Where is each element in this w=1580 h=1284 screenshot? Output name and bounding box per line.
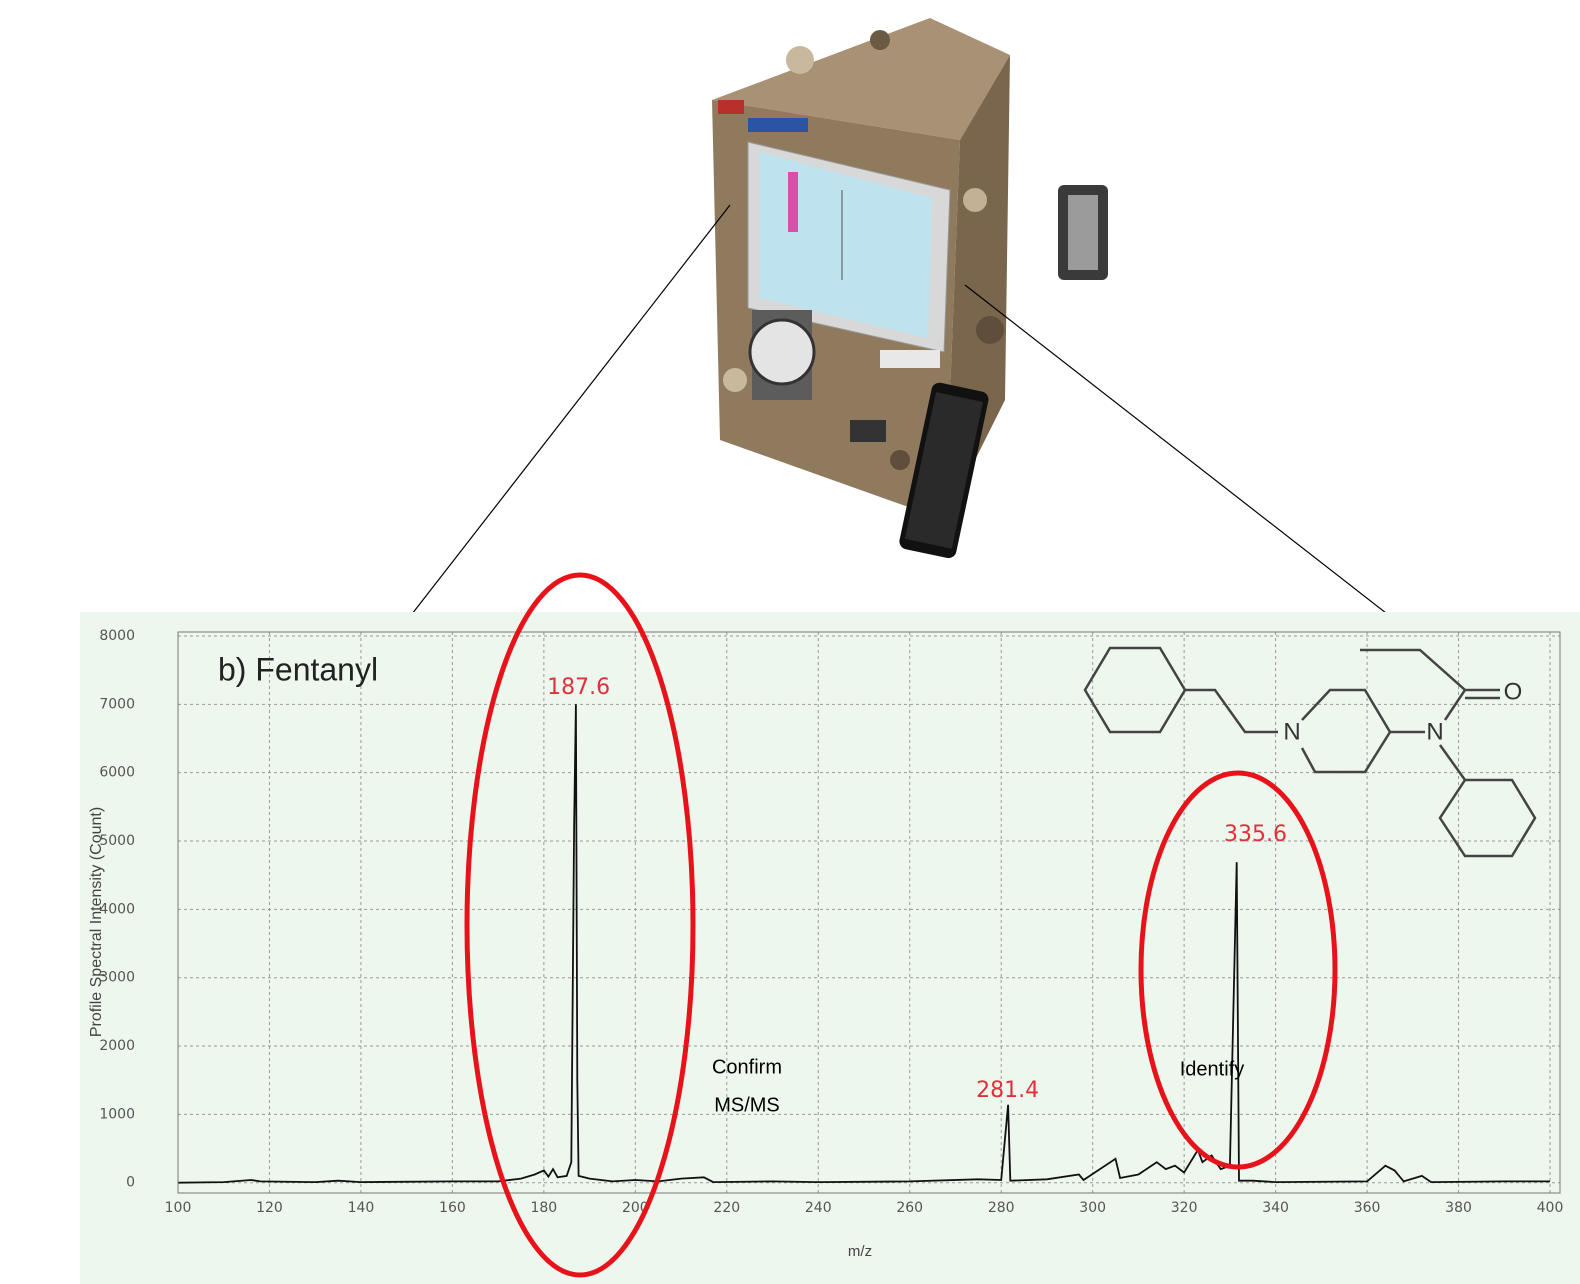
connector bbox=[397, 204, 731, 633]
y-tick-label: 6000 bbox=[99, 765, 135, 781]
x-tick-label: 340 bbox=[1262, 1200, 1289, 1216]
x-tick-label: 220 bbox=[713, 1200, 740, 1216]
atom-label: N bbox=[1283, 718, 1300, 745]
peak-label: 335.6 bbox=[1224, 822, 1287, 847]
y-tick-label: 1000 bbox=[99, 1106, 135, 1122]
x-tick-label: 160 bbox=[439, 1200, 466, 1216]
x-tick-label: 380 bbox=[1445, 1200, 1472, 1216]
atom-label: O bbox=[1504, 678, 1523, 705]
y-tick-label: 5000 bbox=[99, 833, 135, 849]
device-photo bbox=[712, 18, 1108, 559]
x-tick-label: 280 bbox=[988, 1200, 1015, 1216]
y-tick-label: 3000 bbox=[99, 970, 135, 986]
highlight-ellipse bbox=[1138, 770, 1338, 1170]
x-axis-label: m/z bbox=[848, 1243, 872, 1260]
x-tick-label: 120 bbox=[256, 1200, 283, 1216]
highlight-ellipse bbox=[464, 572, 696, 1278]
peak-label: 187.6 bbox=[547, 675, 610, 700]
spectrum-line bbox=[177, 704, 1550, 1184]
x-tick-label: 260 bbox=[896, 1200, 923, 1216]
peak-label: 281.4 bbox=[976, 1078, 1039, 1103]
chart-title: b) Fentanyl bbox=[218, 651, 378, 687]
x-tick-label: 240 bbox=[805, 1200, 832, 1216]
x-tick-label: 400 bbox=[1537, 1200, 1564, 1216]
x-tick-label: 100 bbox=[165, 1200, 192, 1216]
chemical-structure: N N O bbox=[1083, 646, 1537, 858]
x-tick-label: 140 bbox=[348, 1200, 375, 1216]
y-tick-label: 7000 bbox=[99, 696, 135, 712]
plot-frame bbox=[177, 631, 1561, 1194]
plot: 0 1000 2000 3000 4000 5000 6000 7000 8000 100 120 1… bbox=[99, 628, 1563, 1216]
annotation: Confirm bbox=[712, 1056, 782, 1078]
y-tick-label: 2000 bbox=[99, 1038, 135, 1054]
x-tick-label: 360 bbox=[1354, 1200, 1381, 1216]
x-tick-label: 180 bbox=[530, 1200, 557, 1216]
y-tick-label: 0 bbox=[126, 1175, 135, 1191]
overlay: 187.6 281.4 335.6 bbox=[547, 675, 1287, 1103]
y-tick-label: 8000 bbox=[99, 628, 135, 644]
connector bbox=[964, 284, 1419, 639]
y-axis-label: Profile Spectral Intensity (Count) bbox=[88, 807, 105, 1037]
annotation: Identify bbox=[1180, 1058, 1244, 1080]
atom-label: N bbox=[1426, 718, 1443, 745]
x-tick-label: 300 bbox=[1079, 1200, 1106, 1216]
y-tick-label: 4000 bbox=[99, 901, 135, 917]
chart-panel bbox=[80, 612, 1580, 1284]
x-tick-label: 320 bbox=[1171, 1200, 1198, 1216]
annotation: MS/MS bbox=[714, 1094, 780, 1116]
